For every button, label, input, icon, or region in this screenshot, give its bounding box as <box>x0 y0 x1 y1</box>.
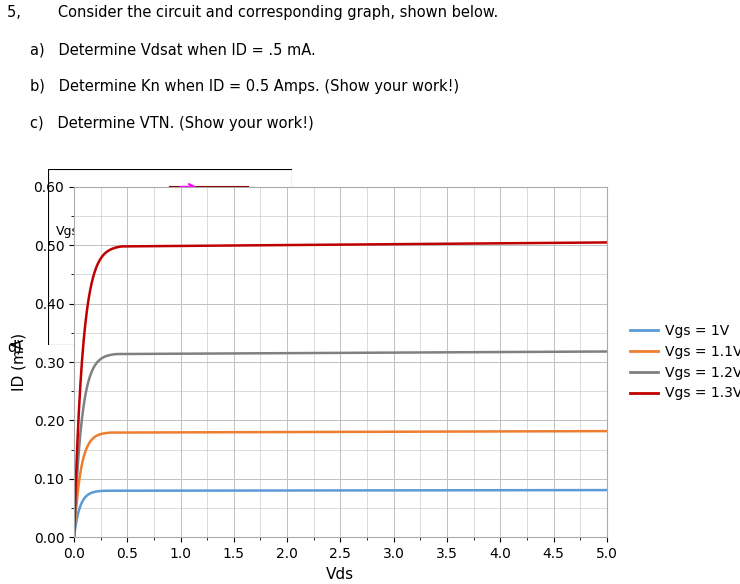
Vgs = 1V <box>124 487 133 494</box>
Vgs = 1.1V <box>70 534 78 541</box>
Vgs = 1.3V <box>602 239 611 246</box>
Y-axis label: ID (mA): ID (mA) <box>11 333 26 391</box>
Vgs = 1V <box>494 486 503 493</box>
Vgs = 1V <box>285 487 294 494</box>
Text: +: + <box>95 232 108 247</box>
Vgs = 1V <box>435 487 444 494</box>
Vgs = 1.2V <box>494 349 503 356</box>
Vgs = 1.2V <box>70 534 78 541</box>
Vgs = 1.2V <box>124 350 133 357</box>
Vgs = 1.3V <box>285 242 294 249</box>
Text: b)   Determine Kn when ID = 0.5 Amps. (Show your work!): b) Determine Kn when ID = 0.5 Amps. (Sho… <box>30 79 459 94</box>
X-axis label: Vds: Vds <box>326 566 354 582</box>
Text: Vds: Vds <box>200 225 223 238</box>
Text: +: + <box>212 245 226 260</box>
Vgs = 1V <box>602 486 611 493</box>
Vgs = 1.1V <box>304 429 313 436</box>
Vgs = 1V <box>70 534 78 541</box>
Vgs = 1.3V <box>304 241 313 248</box>
Vgs = 1V <box>485 486 494 493</box>
Vgs = 1.1V <box>494 428 503 435</box>
Vgs = 1.1V <box>485 428 494 435</box>
Vgs = 1.3V <box>485 240 494 247</box>
Text: Vgs: Vgs <box>56 225 78 238</box>
Vgs = 1.2V <box>304 350 313 357</box>
Text: a)   Determine Vdsat when ID = .5 mA.: a) Determine Vdsat when ID = .5 mA. <box>30 42 315 57</box>
Vgs = 1.3V <box>435 240 444 247</box>
Line: Vgs = 1.1V: Vgs = 1.1V <box>74 431 607 537</box>
Vgs = 1.2V <box>285 350 294 357</box>
Vgs = 1.1V <box>602 427 611 434</box>
Vgs = 1.2V <box>602 348 611 355</box>
Vgs = 1.2V <box>485 349 494 356</box>
Vgs = 1.1V <box>124 429 133 436</box>
Text: 5,        Consider the circuit and corresponding graph, shown below.: 5, Consider the circuit and correspondin… <box>7 5 499 20</box>
Text: d): d) <box>7 340 22 355</box>
Vgs = 1V <box>304 487 313 494</box>
Vgs = 1.1V <box>435 428 444 435</box>
Vgs = 1.2V <box>435 349 444 356</box>
Line: Vgs = 1.2V: Vgs = 1.2V <box>74 352 607 537</box>
Vgs = 1.1V <box>285 429 294 436</box>
Vgs = 1.3V <box>494 240 503 247</box>
Vgs = 1.3V <box>70 534 78 541</box>
Text: c)   Determine VTN. (Show your work!): c) Determine VTN. (Show your work!) <box>30 116 313 131</box>
Line: Vgs = 1.3V: Vgs = 1.3V <box>74 242 607 537</box>
Vgs = 1.3V <box>124 243 133 250</box>
Legend: Vgs = 1V, Vgs = 1.1V, Vgs = 1.2V, Vgs = 1.3V: Vgs = 1V, Vgs = 1.1V, Vgs = 1.2V, Vgs = … <box>625 318 740 406</box>
Line: Vgs = 1V: Vgs = 1V <box>74 490 607 537</box>
